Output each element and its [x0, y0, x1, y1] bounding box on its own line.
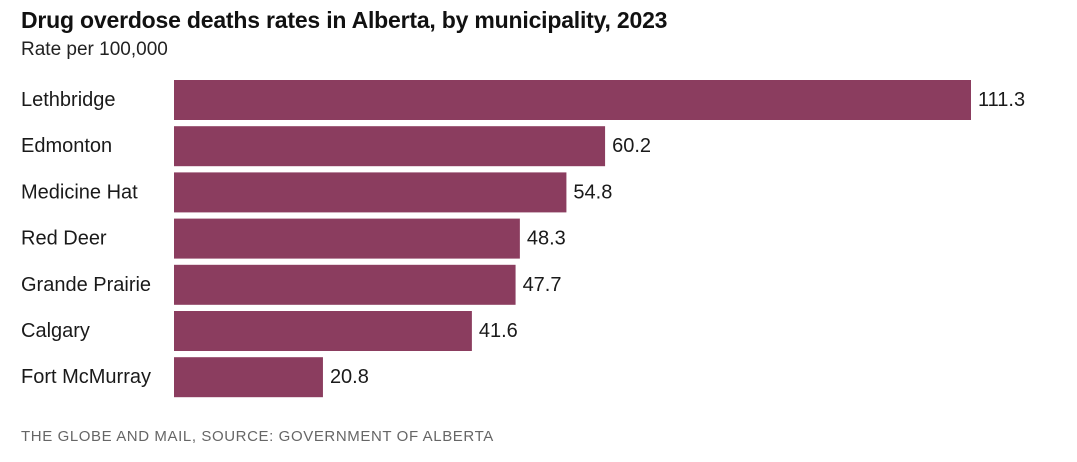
bar-chart: Lethbridge 111.3 Edmonton 60.2 Medicine Hat 5…: [21, 80, 1025, 398]
value-label-lethbridge: 111.3: [978, 89, 1025, 111]
value-label-edmonton: 60.2: [612, 135, 651, 157]
bar-calgary: [174, 311, 472, 351]
value-label-grande-prairie: 47.7: [523, 274, 562, 296]
bar-lethbridge: [174, 80, 971, 120]
category-label-calgary: Calgary: [21, 320, 90, 342]
chart-title: Drug overdose deaths rates in Alberta, b…: [21, 7, 668, 33]
chart-subtitle: Rate per 100,000: [21, 39, 168, 60]
bar-red-deer: [174, 218, 520, 259]
value-label-medicine-hat: 54.8: [573, 181, 612, 203]
category-label-lethbridge: Lethbridge: [21, 89, 116, 111]
bar-grande-prairie: [174, 264, 516, 305]
category-label-edmonton: Edmonton: [21, 135, 112, 157]
bar-fort-mcmurray: [174, 357, 323, 398]
bar-edmonton: [174, 126, 606, 167]
category-label-red-deer: Red Deer: [21, 228, 107, 250]
value-label-red-deer: 48.3: [527, 228, 566, 250]
bar-medicine-hat: [174, 172, 567, 213]
value-label-fort-mcmurray: 20.8: [330, 366, 369, 388]
category-label-fort-mcmurray: Fort McMurray: [21, 366, 151, 388]
source-credit: THE GLOBE AND MAIL, SOURCE: GOVERNMENT O…: [21, 428, 494, 445]
value-label-calgary: 41.6: [479, 320, 518, 342]
category-label-grande-prairie: Grande Prairie: [21, 274, 151, 296]
category-label-medicine-hat: Medicine Hat: [21, 181, 138, 203]
